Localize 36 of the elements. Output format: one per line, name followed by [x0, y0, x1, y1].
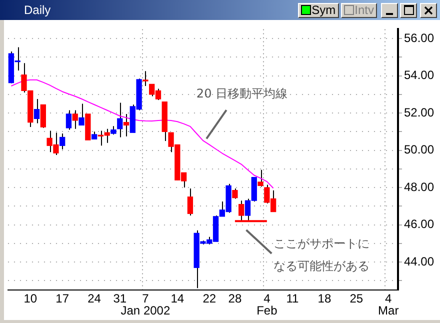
- x-tick-label: 28: [228, 291, 242, 306]
- candlestick: [187, 188, 194, 216]
- y-tick-label: 52.00: [404, 105, 434, 120]
- x-tick-label: 11: [286, 291, 300, 306]
- annotation: ここがサポートになる可能性がある: [274, 236, 370, 273]
- candlestick: [117, 102, 123, 138]
- candlestick: [72, 110, 78, 130]
- x-tick-label: 4 Feb: [256, 291, 278, 318]
- y-tick-label: 56.00: [404, 30, 434, 45]
- x-tick-label: 18: [318, 291, 332, 306]
- chart-title: Daily: [24, 3, 51, 17]
- candlestick: [34, 98, 40, 124]
- x-tick-label: 22: [202, 291, 216, 306]
- candlestick: [123, 113, 130, 137]
- text: Intv: [354, 3, 374, 17]
- candlestick: [258, 169, 264, 188]
- y-tick-label: 50.00: [404, 142, 434, 157]
- x-tick-label: 10: [24, 291, 38, 306]
- candlestick: [142, 70, 148, 87]
- candlestick: [60, 133, 66, 150]
- text: Sym: [312, 3, 336, 17]
- text: 20 日移動平均線: [196, 86, 288, 101]
- x-tick-label: 17: [56, 291, 70, 306]
- candlestick: [78, 103, 84, 126]
- candlestick: [232, 188, 238, 200]
- y-tick-label: 48.00: [404, 180, 434, 194]
- x-tick-label: 4 Mar: [378, 291, 399, 318]
- candlestick: [40, 104, 46, 128]
- x-tick-label: 31: [113, 291, 127, 306]
- x-tick-label: 25: [350, 291, 364, 306]
- candlestick: [66, 110, 72, 130]
- y-tick-label: 44.00: [404, 254, 434, 268]
- x-tick-label: 14: [170, 291, 184, 306]
- y-tick-label: 46.00: [404, 217, 434, 232]
- x-tick-label: 24: [88, 291, 102, 306]
- y-tick-label: 54.00: [404, 68, 434, 82]
